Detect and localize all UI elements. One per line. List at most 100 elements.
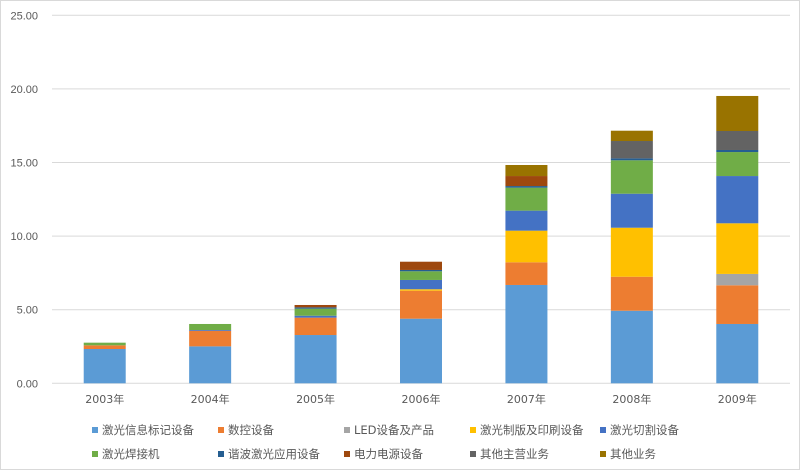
y-axis: 0.00 5.00 10.00 15.00 20.00 25.00: [10, 10, 38, 390]
x-tick-label: 2003年: [85, 392, 124, 406]
bar-segment: [610, 158, 653, 161]
bar-segment: [505, 165, 548, 177]
legend-item: 谐波激光应用设备: [218, 446, 344, 462]
legend-swatch: [92, 427, 98, 433]
bar-segment: [505, 176, 548, 187]
x-tick-label: 2008年: [612, 392, 651, 406]
bar-segment: [716, 176, 759, 224]
bar-segment: [716, 149, 759, 153]
legend-swatch: [600, 427, 606, 433]
bar-segment: [505, 186, 548, 188]
bar-segment: [294, 308, 337, 316]
bar-segment: [505, 262, 548, 285]
bar-segment: [716, 285, 759, 324]
bars: [83, 95, 759, 384]
y-tick-label: 20.00: [10, 84, 38, 96]
x-tick-label: 2006年: [402, 392, 441, 406]
legend-swatch: [470, 427, 476, 433]
legend-swatch: [344, 451, 350, 457]
y-tick-label: 5.00: [17, 305, 38, 317]
bar-segment: [716, 95, 759, 131]
bar-segment: [400, 269, 442, 272]
bar-stack: [83, 342, 126, 384]
bar-segment: [610, 160, 653, 194]
bar-segment: [400, 271, 442, 280]
bar-stack: [716, 95, 759, 384]
legend-item: 其他主营业务: [470, 446, 600, 462]
bar-segment: [294, 335, 337, 384]
bar-segment: [400, 318, 442, 384]
bar-segment: [610, 193, 653, 228]
bar-segment: [716, 223, 759, 274]
legend-item: LED设备及产品: [344, 422, 470, 438]
bar-segment: [189, 323, 232, 331]
bar-segment: [400, 289, 442, 291]
x-tick-label: 2009年: [718, 392, 757, 406]
bar-segment: [505, 284, 548, 384]
bar-segment: [610, 276, 653, 311]
bar-segment: [716, 130, 759, 150]
legend-item: 其他业务: [600, 446, 726, 462]
legend-label: 谐波激光应用设备: [228, 447, 320, 461]
bar-segment: [610, 310, 653, 384]
legend-label: 激光焊接机: [102, 447, 160, 461]
x-tick-label: 2004年: [191, 392, 230, 406]
bar-segment: [294, 317, 337, 336]
legend-row-2: 激光焊接机 谐波激光应用设备 电力电源设备 其他主营业务 其他业务: [92, 442, 792, 466]
legend-label: 其他主营业务: [480, 447, 549, 461]
bar-segment: [610, 227, 653, 277]
bar-segment: [505, 230, 548, 263]
bar-segment: [716, 323, 759, 384]
bar-segment: [83, 349, 126, 384]
bar-segment: [610, 130, 653, 142]
y-tick-label: 0.00: [17, 378, 38, 390]
legend-label: 数控设备: [228, 423, 274, 437]
legend-label: 激光制版及印刷设备: [480, 423, 584, 437]
legend-item: 激光信息标记设备: [92, 422, 218, 438]
legend-label: 激光信息标记设备: [102, 423, 194, 437]
legend-item: 激光切割设备: [600, 422, 726, 438]
legend-swatch: [470, 451, 476, 457]
y-tick-label: 10.00: [10, 231, 38, 243]
bar-stack: [294, 304, 337, 384]
legend-item: 电力电源设备: [344, 446, 470, 462]
y-tick-label: 25.00: [10, 10, 38, 22]
bar-stack: [400, 261, 442, 384]
bar-segment: [294, 304, 337, 308]
bar-segment: [505, 210, 548, 231]
bar-segment: [83, 345, 126, 350]
legend-item: 激光焊接机: [92, 446, 218, 462]
legend-swatch: [92, 451, 98, 457]
x-axis: 2003年 2004年 2005年 2006年 2007年 2008年 2009年: [85, 392, 757, 406]
legend-swatch: [600, 451, 606, 457]
legend-label: 电力电源设备: [354, 447, 423, 461]
bar-segment: [189, 330, 232, 331]
legend-row-1: 激光信息标记设备 数控设备 LED设备及产品 激光制版及印刷设备 激光切割设备: [92, 418, 792, 442]
legend-item: 激光制版及印刷设备: [470, 422, 600, 438]
bar-segment: [189, 330, 232, 347]
x-tick-label: 2007年: [507, 392, 546, 406]
legend-swatch: [218, 451, 224, 457]
bar-segment: [294, 315, 337, 318]
bar-segment: [83, 342, 126, 346]
bar-stack: [610, 130, 653, 384]
bar-segment: [716, 152, 759, 177]
bar-stack: [189, 323, 232, 384]
bar-segment: [294, 307, 337, 309]
legend-label: 其他业务: [610, 447, 656, 461]
gridlines: [52, 14, 790, 384]
bar-segment: [610, 141, 653, 159]
legend-item: 数控设备: [218, 422, 344, 438]
legend-swatch: [218, 427, 224, 433]
x-tick-label: 2005年: [296, 392, 335, 406]
legend-swatch: [344, 427, 350, 433]
bar-segment: [400, 279, 442, 290]
bar-segment: [400, 261, 442, 270]
bar-segment: [189, 346, 232, 384]
bar-segment: [716, 273, 759, 286]
y-tick-label: 15.00: [10, 158, 38, 170]
legend-label: LED设备及产品: [354, 423, 435, 437]
legend-label: 激光切割设备: [610, 423, 679, 437]
